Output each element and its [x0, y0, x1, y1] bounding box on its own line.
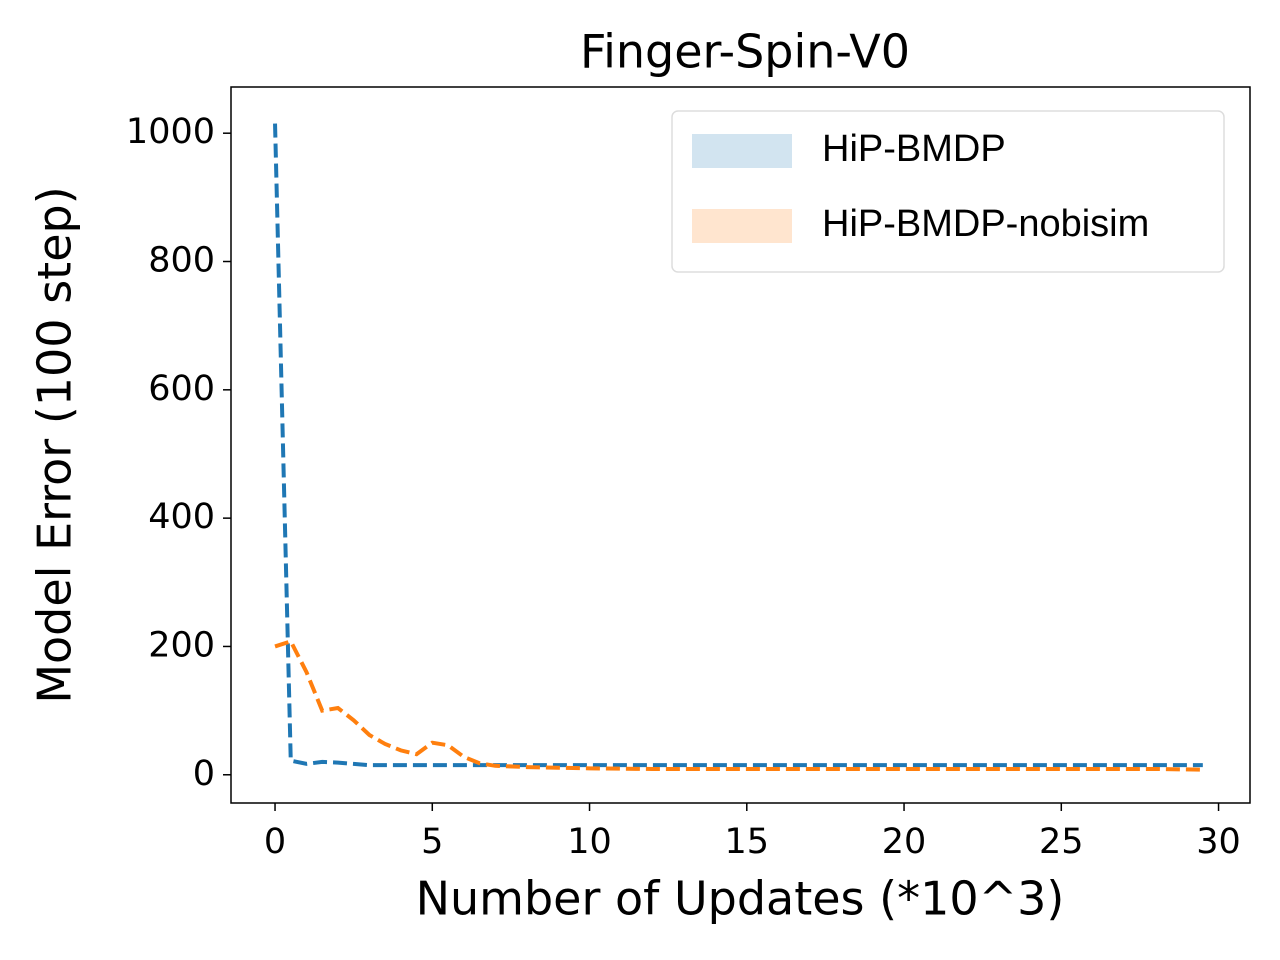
- y-axis-label: Model Error (100 step): [28, 186, 82, 703]
- x-tick-label: 0: [264, 822, 286, 862]
- legend-label: HiP-BMDP-nobisim: [822, 203, 1149, 245]
- legend-swatch: [692, 209, 792, 243]
- series-line: [273, 123, 1203, 768]
- x-tick-label: 20: [882, 822, 927, 862]
- plot-frame: [230, 86, 1251, 804]
- x-tick-label: 30: [1196, 822, 1241, 862]
- y-tick-label: 0: [193, 754, 215, 794]
- x-tick-label: 5: [421, 822, 443, 862]
- y-tick-label: 400: [148, 497, 215, 537]
- chart-title: Finger-Spin-V0: [580, 25, 910, 79]
- legend-label: HiP-BMDP: [822, 128, 1006, 170]
- y-tick-label: 600: [148, 369, 215, 409]
- x-axis-label: Number of Updates (*10^3): [416, 872, 1065, 926]
- series-line: [274, 638, 1203, 772]
- x-tick-label: 15: [725, 822, 770, 862]
- legend-box: [671, 110, 1225, 273]
- y-tick-label: 1000: [126, 112, 215, 152]
- x-tick-label: 10: [567, 822, 612, 862]
- legend-swatch: [692, 134, 792, 168]
- y-tick-label: 200: [148, 625, 215, 665]
- y-tick-label: 800: [148, 241, 215, 281]
- x-tick-label: 25: [1039, 822, 1084, 862]
